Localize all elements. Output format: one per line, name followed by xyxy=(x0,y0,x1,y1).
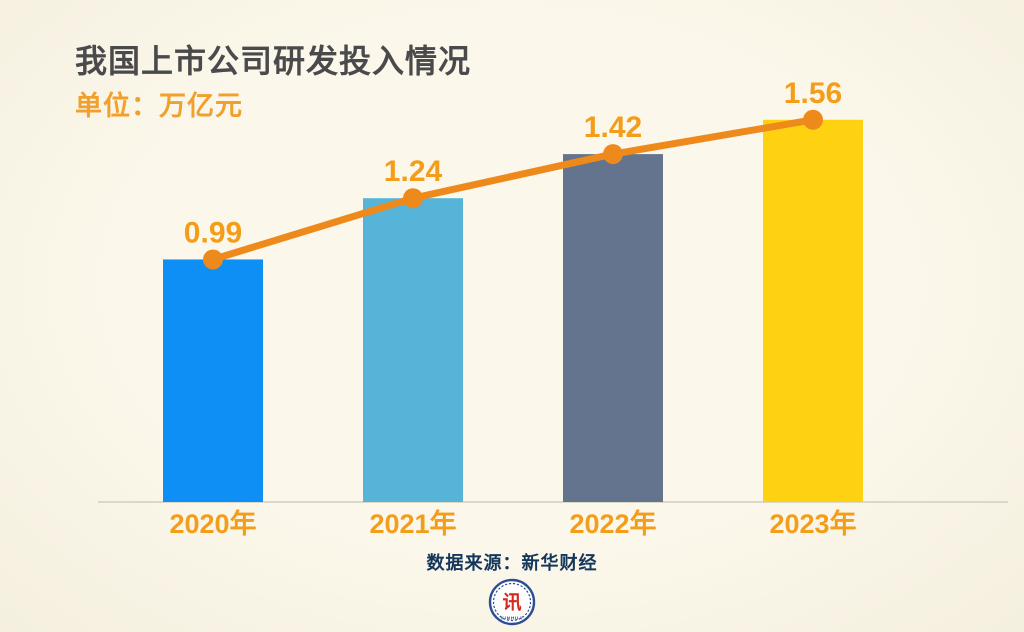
value-label-2022年: 1.42 xyxy=(584,111,642,144)
category-label-2021年: 2021年 xyxy=(369,508,456,539)
data-point-marker-2021年 xyxy=(403,188,423,209)
value-label-2020年: 0.99 xyxy=(184,216,242,249)
chart-unit-label: 单位：万亿元 xyxy=(75,91,243,121)
category-label-2022年: 2022年 xyxy=(569,508,656,539)
xinhua-logo: 讯 XINHUA xyxy=(488,578,536,626)
chart-title: 我国上市公司研发投入情况 xyxy=(75,43,472,79)
logo-wordmark: XINHUA xyxy=(501,616,523,621)
category-label-2023年: 2023年 xyxy=(769,508,856,539)
value-label-2023年: 1.56 xyxy=(784,77,842,110)
data-point-marker-2023年 xyxy=(803,109,823,130)
bar-2022年 xyxy=(563,154,663,502)
logo-laurel-ring xyxy=(492,582,532,622)
data-point-marker-2022年 xyxy=(603,144,623,165)
bar-2021年 xyxy=(363,198,463,502)
value-label-2021年: 1.24 xyxy=(384,155,443,188)
data-point-marker-2020年 xyxy=(203,249,223,270)
data-source-label: 数据来源：新华财经 xyxy=(426,553,598,573)
trend-line xyxy=(209,116,817,263)
bar-2023年 xyxy=(763,119,863,503)
category-label-2020年: 2020年 xyxy=(169,508,256,539)
logo-outer-ring xyxy=(488,578,536,626)
logo-glyph: 讯 xyxy=(502,592,521,614)
bar-2020年 xyxy=(163,259,263,502)
